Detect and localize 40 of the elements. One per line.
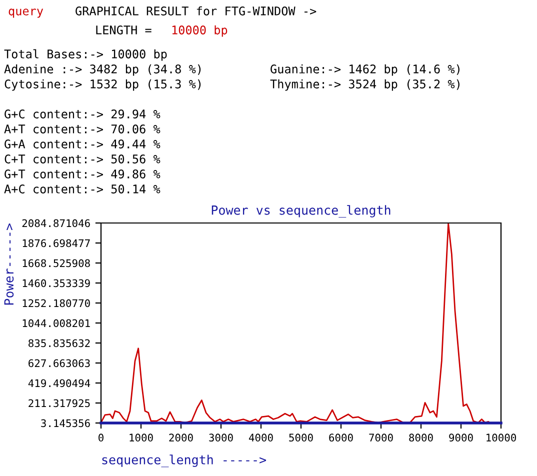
y-tick-label: 2084.871046 [22,219,90,228]
x-tick-label: 3000 [209,434,233,442]
y-tick-label: 1460.353339 [22,279,90,288]
text: Guanine:-> 1462 bp (14.6 %) [270,64,460,76]
text: A+T content:-> 70.06 % [4,124,160,134]
y-axis-title: Power-----> [4,224,14,305]
x-tick-label: 7000 [369,434,393,442]
chart-title: Power vs sequence_length [212,205,390,218]
x-axis-title: sequence_length -----> [102,454,266,468]
text: 10000 bp [172,25,228,37]
x-tick-label: 5000 [289,434,313,442]
y-tick-label: 1044.008201 [22,319,90,328]
text: G+C content:-> 29.94 % [4,110,160,118]
x-tick-label: 4000 [248,434,273,442]
y-tick-label: 419.490494 [28,379,90,388]
text: C+T content:-> 50.56 % [4,154,160,164]
text: GRAPHICAL RESULT for FTG-WINDOW -> [76,6,316,16]
x-tick-label: 9000 [449,434,473,442]
y-tick-label: 1876.698477 [22,239,90,248]
text: LENGTH = [96,26,152,34]
x-tick-label: 2000 [169,434,193,442]
y-tick-label: 1668.525908 [22,259,90,268]
text: Thymine:-> 3524 bp (35.2 %) [270,79,460,91]
x-tick-label: 8000 [409,434,433,442]
text: G+A content:-> 49.44 % [4,140,160,148]
x-tick-label: 6000 [329,434,353,442]
y-tick-label: 3.145356 [41,419,90,428]
y-tick-label: 211.317925 [28,399,90,408]
text: Total Bases:-> 10000 bp [4,49,167,61]
y-tick-label: 627.663063 [28,359,90,368]
text: Cytosine:-> 1532 bp (15.3 %) [4,79,201,91]
text: G+T content:-> 49.86 % [4,170,160,178]
y-tick-label: 1252.180770 [22,299,90,308]
x-tick-label: 0 [98,434,104,442]
y-tick-label: 835.835632 [28,339,90,348]
x-tick-label: 1000 [130,434,153,442]
text: Adenine :-> 3482 bp (34.8 %) [4,64,201,76]
x-tick-label: 10000 [486,434,516,442]
text: query [8,8,44,18]
text: A+C content:-> 50.14 % [4,184,160,194]
